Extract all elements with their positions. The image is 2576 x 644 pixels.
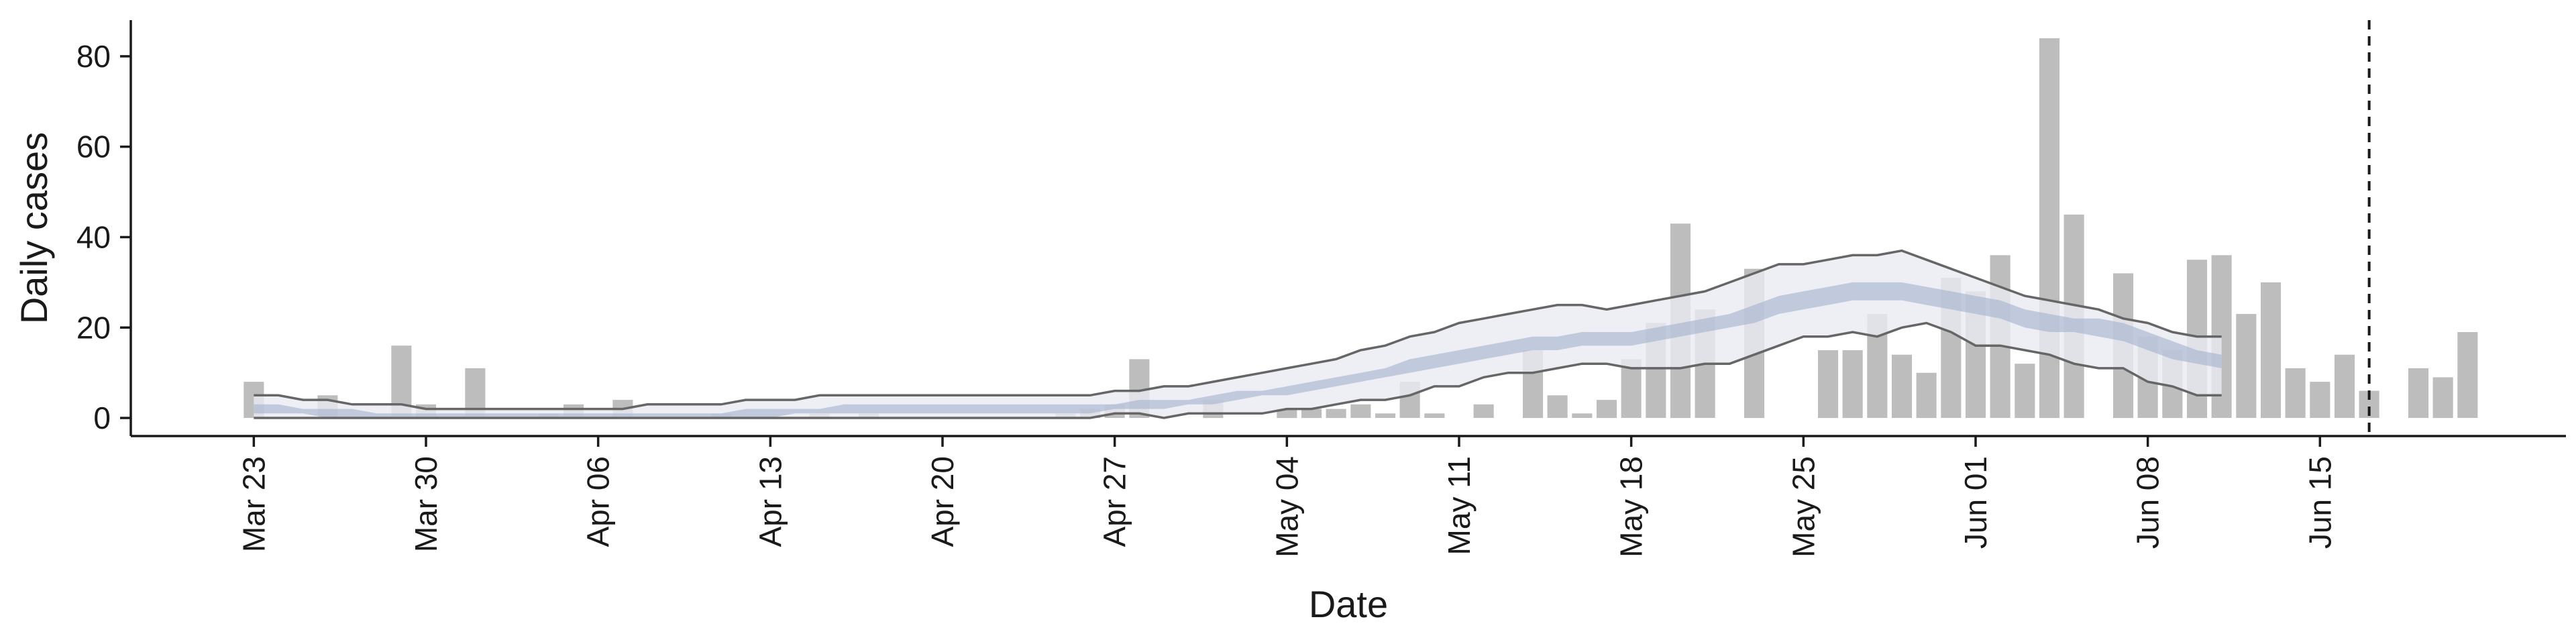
x-tick-label: Jun 01 <box>1958 456 1993 549</box>
x-axis-ticks: Mar 23 Mar 30 Apr 06 Apr 13 Apr 20 Apr 27 May … <box>236 436 2337 557</box>
outer-estimate-band <box>254 250 2222 418</box>
case-bar <box>1547 395 1568 418</box>
x-tick-label: Apr 06 <box>581 456 616 547</box>
case-bar <box>1892 354 1913 418</box>
case-bar <box>1842 350 1863 419</box>
x-tick-label: Mar 30 <box>409 456 443 552</box>
case-bar <box>1301 409 1322 419</box>
outer-band-lower-line <box>254 321 2222 419</box>
y-tick-label: 20 <box>76 310 111 345</box>
axes <box>129 20 2566 437</box>
case-bar <box>1818 350 1839 419</box>
y-tick-label: 60 <box>76 129 111 164</box>
y-axis-title: Daily cases <box>13 132 55 324</box>
case-bar <box>1350 404 1371 418</box>
y-axis-ticks: 0 20 40 60 80 <box>76 39 131 435</box>
case-bar <box>2285 368 2306 418</box>
outer-band-upper-line <box>254 249 2222 411</box>
x-tick-label: Apr 27 <box>1097 456 1132 547</box>
y-tick-label: 40 <box>76 219 111 254</box>
x-tick-label: Apr 20 <box>925 456 960 547</box>
case-bar <box>2432 377 2453 419</box>
x-tick-label: May 25 <box>1786 456 1821 557</box>
case-bar <box>2039 38 2060 419</box>
case-bar <box>1375 413 1396 418</box>
case-bar <box>2236 314 2257 418</box>
case-bar <box>1473 404 1494 418</box>
x-axis-title: Date <box>1309 583 1388 625</box>
case-bar <box>2408 368 2429 418</box>
case-bar <box>1277 409 1297 419</box>
y-tick-label: 0 <box>93 400 111 435</box>
case-bar <box>1916 372 1937 419</box>
x-tick-label: Jun 08 <box>2131 456 2165 549</box>
x-tick-label: May 18 <box>1614 456 1649 557</box>
case-bar <box>2310 382 2330 418</box>
x-tick-label: Mar 23 <box>236 456 271 552</box>
case-bar <box>2334 354 2355 418</box>
y-tick-label: 80 <box>76 39 111 74</box>
case-bar <box>1424 413 1445 418</box>
x-tick-label: May 11 <box>1442 456 1477 555</box>
x-tick-label: May 04 <box>1269 456 1304 557</box>
case-bar <box>1326 409 1346 419</box>
case-bar <box>2261 282 2282 419</box>
case-bar <box>1572 413 1593 418</box>
case-bar <box>2015 364 2035 419</box>
case-bar <box>2457 332 2478 418</box>
inner-estimate-band <box>254 282 2222 418</box>
estimate-bands <box>254 249 2222 419</box>
x-tick-label: Jun 15 <box>2302 456 2337 549</box>
x-tick-label: Apr 13 <box>753 456 788 547</box>
case-bar <box>1597 400 1617 419</box>
